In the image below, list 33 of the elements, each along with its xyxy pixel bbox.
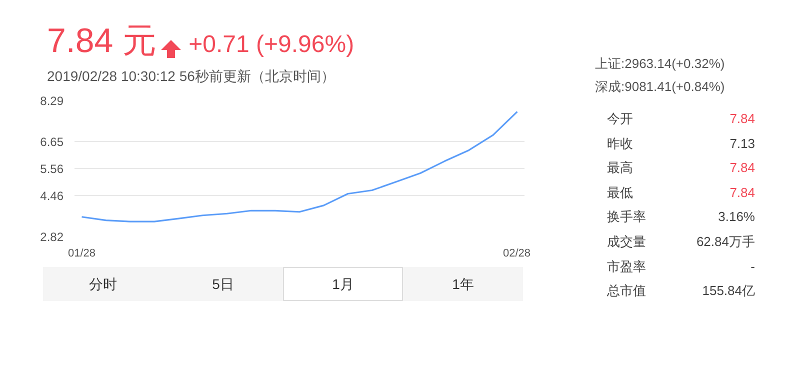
x-tick-label: 02/28 [502,248,531,260]
text: 总市值 [607,282,646,300]
text: 5日 [163,267,283,301]
text: 7.84 [730,159,755,178]
y-tick-label: 4.46 [40,189,64,204]
text: +0.71 (+9.96%) [188,31,354,58]
text: 深成:9081.41(+0.84%) [595,78,726,96]
text: 7.84 [730,184,755,202]
text: 1年 [403,267,523,301]
text: 1月 [283,267,403,301]
text: 3.16% [718,208,755,226]
text: 62.84万手 [696,232,755,251]
y-tick-label: 8.29 [40,94,64,108]
text: 市盈率 [607,258,646,276]
chart-subtitle: 2019/02/28 10:30:12 56秒前更新（北京时间） [47,66,336,86]
line-series [80,110,518,222]
y-tick-label: 2.82 [40,230,64,244]
text: 7.13 [730,134,755,153]
text: 7.84 [730,110,755,128]
x-tick-label: 01/28 [68,248,96,260]
text: 成交量 [607,232,646,251]
y-tick-label: 5.56 [40,162,64,176]
text: 上证:2963.14(+0.32%) [595,55,726,73]
text: 换手率 [607,208,646,226]
text: 最低 [607,184,633,202]
text: - [750,258,755,276]
text: 昨收 [607,134,633,153]
text: 155.84亿 [702,282,755,300]
chart-title: 7.84 元 [47,22,157,60]
text: 今开 [607,110,633,128]
y-tick-label: 6.65 [40,134,64,149]
text: 最高 [607,159,633,178]
text: 分时 [43,267,163,301]
